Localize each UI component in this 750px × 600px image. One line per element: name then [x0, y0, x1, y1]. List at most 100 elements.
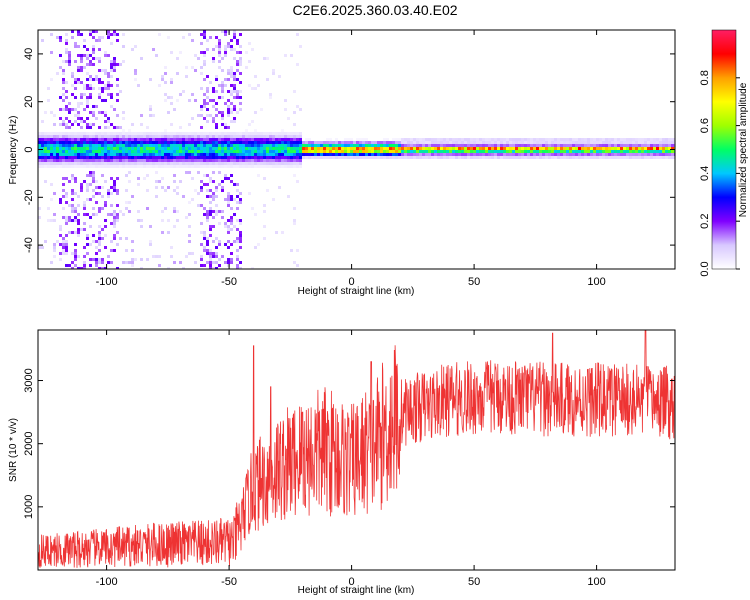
heatmap-cell [221, 84, 224, 87]
heatmap-cell [158, 162, 161, 165]
heatmap-cell [77, 195, 80, 198]
heatmap-cell [281, 156, 284, 159]
heatmap-cell [485, 138, 488, 141]
heatmap-cell [542, 150, 545, 153]
heatmap-cell [230, 150, 233, 153]
heatmap-cell [437, 141, 440, 144]
heatmap-cell [230, 261, 233, 264]
heatmap-cell [146, 150, 149, 153]
heatmap-cell [173, 174, 176, 177]
heatmap-cell [233, 153, 236, 156]
heatmap-cell [140, 258, 143, 261]
heatmap-cell [608, 156, 611, 159]
heatmap-cell [92, 153, 95, 156]
heatmap-cell [227, 42, 230, 45]
heatmap-cell [98, 78, 101, 81]
heatmap-cell [68, 141, 71, 144]
heatmap-cell [230, 258, 233, 261]
heatmap-cell [125, 165, 128, 168]
heatmap-cell [254, 246, 257, 249]
heatmap-cell [488, 150, 491, 153]
heatmap-cell [536, 144, 539, 147]
heatmap-cell [266, 153, 269, 156]
heatmap-cell [149, 225, 152, 228]
heatmap-cell [395, 156, 398, 159]
heatmap-cell [242, 162, 245, 165]
heatmap-cell [266, 147, 269, 150]
heatmap-cell [155, 144, 158, 147]
heatmap-cell [56, 36, 59, 39]
heatmap-cell [209, 252, 212, 255]
heatmap-cell [188, 159, 191, 162]
heatmap-cell [86, 132, 89, 135]
heatmap-cell [380, 147, 383, 150]
heatmap-cell [47, 162, 50, 165]
heatmap-cell [80, 159, 83, 162]
heatmap-cell [74, 216, 77, 219]
heatmap-cell [365, 147, 368, 150]
heatmap-cell [53, 165, 56, 168]
heatmap-cell [428, 156, 431, 159]
heatmap-cell [239, 231, 242, 234]
heatmap-cell [47, 147, 50, 150]
heatmap-cell [557, 150, 560, 153]
heatmap-cell [293, 222, 296, 225]
heatmap-cell [596, 156, 599, 159]
heatmap-cell [167, 153, 170, 156]
heatmap-cell [524, 141, 527, 144]
heatmap-cell [365, 138, 368, 141]
snr-frame [37, 329, 676, 571]
heatmap-cell [251, 156, 254, 159]
heatmap-cell [347, 138, 350, 141]
heatmap-cell [497, 138, 500, 141]
heatmap-cell [458, 138, 461, 141]
heatmap-cell [428, 147, 431, 150]
heatmap-cell [47, 153, 50, 156]
heatmap-cell [488, 156, 491, 159]
heatmap-cell [62, 135, 65, 138]
heatmap-cell [614, 141, 617, 144]
heatmap-cell [182, 144, 185, 147]
heatmap-cell [107, 84, 110, 87]
heatmap-cell [569, 150, 572, 153]
heatmap-cell [275, 231, 278, 234]
heatmap-cell [212, 180, 215, 183]
heatmap-cell [122, 60, 125, 63]
heatmap-cell [263, 150, 266, 153]
heatmap-cell [401, 138, 404, 141]
heatmap-cell [560, 153, 563, 156]
heatmap-cell [242, 153, 245, 156]
heatmap-cell [74, 243, 77, 246]
heatmap-cell [95, 39, 98, 42]
heatmap-cell [209, 150, 212, 153]
heatmap-cell [101, 81, 104, 84]
colorbar: 0.00.20.40.60.8 Normalized spectral ampl… [699, 29, 749, 277]
heatmap-cell [83, 180, 86, 183]
heatmap-cell [530, 150, 533, 153]
heatmap-cell [404, 138, 407, 141]
heatmap-cell [158, 150, 161, 153]
heatmap-cell [194, 156, 197, 159]
heatmap-cell [77, 219, 80, 222]
heatmap-cell [74, 255, 77, 258]
heatmap-cell [458, 147, 461, 150]
heatmap-cell [50, 150, 53, 153]
heatmap-cell [140, 141, 143, 144]
heatmap-cell [140, 123, 143, 126]
heatmap-cell [77, 45, 80, 48]
heatmap-cell [284, 165, 287, 168]
heatmap-cell [206, 252, 209, 255]
heatmap-cell [59, 252, 62, 255]
heatmap-cell [89, 84, 92, 87]
heatmap-cell [239, 246, 242, 249]
heatmap-cell [104, 162, 107, 165]
heatmap-cell [119, 162, 122, 165]
heatmap-cell [299, 138, 302, 141]
heatmap-cell [602, 138, 605, 141]
heatmap-cell [584, 144, 587, 147]
heatmap-cell [245, 138, 248, 141]
heatmap-cell [419, 153, 422, 156]
heatmap-cell [656, 156, 659, 159]
heatmap-cell [140, 144, 143, 147]
heatmap-cell [632, 156, 635, 159]
